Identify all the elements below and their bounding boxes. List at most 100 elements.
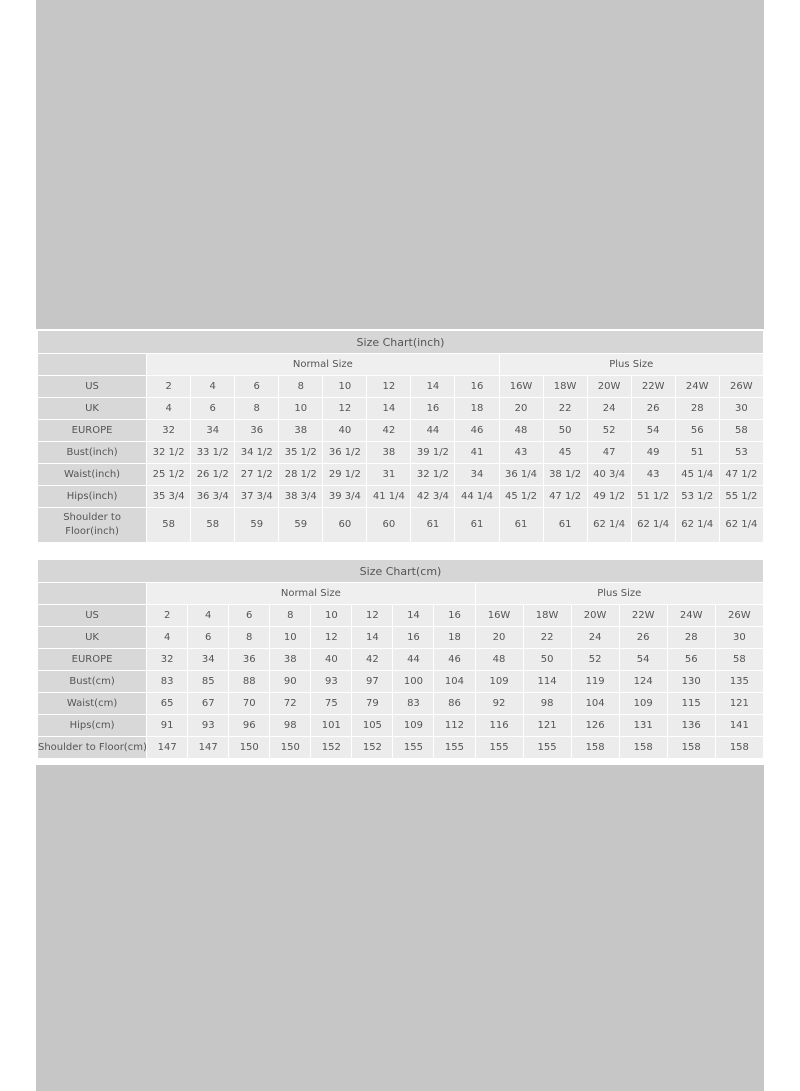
size-cell: 147 bbox=[147, 737, 188, 758]
size-cell: 150 bbox=[229, 737, 270, 758]
size-cell: 49 bbox=[631, 442, 675, 463]
size-cell: 93 bbox=[188, 715, 229, 736]
size-cell: 121 bbox=[523, 715, 571, 736]
size-cell: 85 bbox=[188, 671, 229, 692]
group-normal-size: Normal Size bbox=[147, 583, 475, 604]
size-cell: 16W bbox=[475, 605, 523, 626]
size-cell: 24 bbox=[587, 398, 631, 419]
size-cell: 58 bbox=[191, 508, 235, 542]
size-cell: 39 3/4 bbox=[323, 486, 367, 507]
chart-title: Size Chart(cm) bbox=[38, 560, 763, 582]
size-cell: 36 bbox=[229, 649, 270, 670]
size-cell: 61 bbox=[411, 508, 455, 542]
size-cell: 75 bbox=[311, 693, 352, 714]
size-cell: 26W bbox=[715, 605, 763, 626]
size-chart-sheet: Size Chart(inch) Normal Size Plus Size US 2 4… bbox=[36, 329, 764, 765]
size-cell: 91 bbox=[147, 715, 188, 736]
size-cell: 22W bbox=[631, 376, 675, 397]
corner-cell bbox=[38, 583, 147, 604]
size-cell: 14 bbox=[352, 627, 393, 648]
table-row: Hips(inch) 35 3/4 36 3/4 37 3/4 38 3/4 39 3/4… bbox=[38, 486, 763, 507]
size-cell: 116 bbox=[475, 715, 523, 736]
size-cell: 70 bbox=[229, 693, 270, 714]
size-cell: 115 bbox=[667, 693, 715, 714]
group-plus-size: Plus Size bbox=[499, 354, 763, 375]
row-label: Waist(inch) bbox=[38, 464, 147, 485]
size-cell: 25 1/2 bbox=[147, 464, 191, 485]
size-cell: 86 bbox=[434, 693, 475, 714]
size-cell: 49 1/2 bbox=[587, 486, 631, 507]
size-cell: 10 bbox=[270, 627, 311, 648]
size-cell: 47 bbox=[587, 442, 631, 463]
row-label: Shoulder to Floor(inch) bbox=[38, 508, 147, 542]
size-cell: 158 bbox=[667, 737, 715, 758]
size-cell: 35 3/4 bbox=[147, 486, 191, 507]
size-cell: 16 bbox=[455, 376, 499, 397]
size-cell: 65 bbox=[147, 693, 188, 714]
size-cell: 61 bbox=[543, 508, 587, 542]
size-cell: 152 bbox=[352, 737, 393, 758]
size-cell: 155 bbox=[523, 737, 571, 758]
size-cell: 100 bbox=[393, 671, 434, 692]
size-cell: 98 bbox=[270, 715, 311, 736]
size-cell: 44 bbox=[393, 649, 434, 670]
size-cell: 93 bbox=[311, 671, 352, 692]
size-cell: 4 bbox=[188, 605, 229, 626]
size-cell: 12 bbox=[323, 398, 367, 419]
size-cell: 90 bbox=[270, 671, 311, 692]
size-cell: 24W bbox=[675, 376, 719, 397]
size-cell: 44 bbox=[411, 420, 455, 441]
row-label: Shoulder to Floor(cm) bbox=[38, 737, 147, 758]
row-label: UK bbox=[38, 398, 147, 419]
size-cell: 39 1/2 bbox=[411, 442, 455, 463]
size-cell: 38 bbox=[367, 442, 411, 463]
size-cell: 101 bbox=[311, 715, 352, 736]
size-cell: 4 bbox=[147, 398, 191, 419]
size-cell: 2 bbox=[147, 605, 188, 626]
size-cell: 6 bbox=[235, 376, 279, 397]
size-cell: 45 bbox=[543, 442, 587, 463]
size-cell: 16 bbox=[411, 398, 455, 419]
size-cell: 41 1/4 bbox=[367, 486, 411, 507]
size-cell: 119 bbox=[571, 671, 619, 692]
table-row: UK 4 6 8 10 12 14 16 18 20 22 24 26 28 30 bbox=[38, 398, 763, 419]
size-cell: 16 bbox=[393, 627, 434, 648]
row-label: Bust(inch) bbox=[38, 442, 147, 463]
size-cell: 20 bbox=[475, 627, 523, 648]
size-cell: 109 bbox=[393, 715, 434, 736]
size-cell: 52 bbox=[571, 649, 619, 670]
size-cell: 24W bbox=[667, 605, 715, 626]
size-cell: 150 bbox=[270, 737, 311, 758]
size-cell: 34 bbox=[455, 464, 499, 485]
row-label: Waist(cm) bbox=[38, 693, 147, 714]
size-cell: 62 1/4 bbox=[719, 508, 763, 542]
size-cell: 14 bbox=[393, 605, 434, 626]
size-cell: 40 bbox=[311, 649, 352, 670]
size-cell: 18 bbox=[434, 627, 475, 648]
size-cell: 83 bbox=[147, 671, 188, 692]
size-cell: 104 bbox=[571, 693, 619, 714]
size-cell: 67 bbox=[188, 693, 229, 714]
size-cell: 8 bbox=[279, 376, 323, 397]
size-cell: 45 1/2 bbox=[499, 486, 543, 507]
size-cell: 109 bbox=[619, 693, 667, 714]
size-cell: 10 bbox=[279, 398, 323, 419]
size-cell: 10 bbox=[323, 376, 367, 397]
size-cell: 8 bbox=[229, 627, 270, 648]
size-cell: 32 bbox=[147, 649, 188, 670]
size-cell: 109 bbox=[475, 671, 523, 692]
size-cell: 18 bbox=[455, 398, 499, 419]
size-cell: 2 bbox=[147, 376, 191, 397]
size-cell: 98 bbox=[523, 693, 571, 714]
size-cell: 20 bbox=[499, 398, 543, 419]
size-chart-cm: Size Chart(cm) Normal Size Plus Size US 2 4 6 8… bbox=[37, 559, 764, 759]
size-cell: 141 bbox=[715, 715, 763, 736]
size-cell: 32 1/2 bbox=[147, 442, 191, 463]
size-cell: 38 1/2 bbox=[543, 464, 587, 485]
size-cell: 18W bbox=[543, 376, 587, 397]
size-cell: 147 bbox=[188, 737, 229, 758]
size-cell: 28 bbox=[667, 627, 715, 648]
size-cell: 34 bbox=[191, 420, 235, 441]
size-cell: 58 bbox=[147, 508, 191, 542]
size-cell: 26 bbox=[631, 398, 675, 419]
